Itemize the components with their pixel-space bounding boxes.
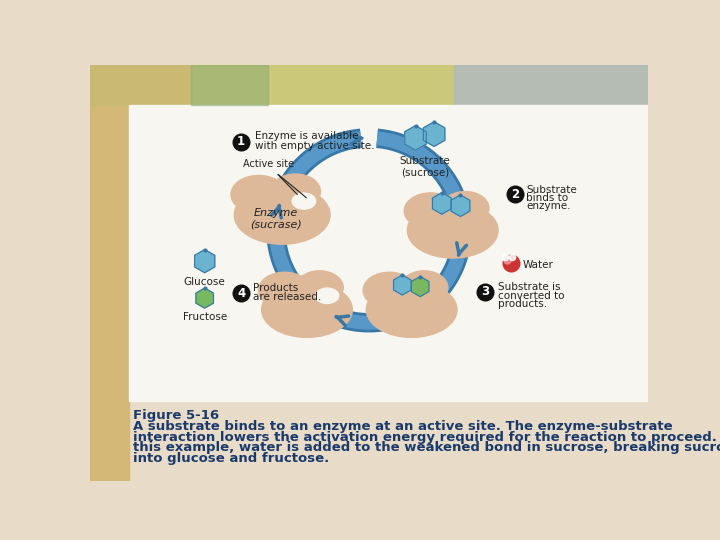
Ellipse shape	[400, 271, 448, 304]
Text: 3: 3	[481, 286, 490, 299]
Text: 4: 4	[237, 287, 246, 300]
Text: Fructose: Fructose	[183, 312, 227, 322]
Text: this example, water is added to the weakened bond in sucrose, breaking sucrose: this example, water is added to the weak…	[132, 441, 720, 454]
Polygon shape	[394, 275, 411, 295]
Bar	[90, 105, 129, 481]
Polygon shape	[405, 126, 426, 150]
Ellipse shape	[315, 288, 339, 303]
Ellipse shape	[404, 193, 456, 229]
Text: binds to: binds to	[526, 193, 569, 203]
Text: are released.: are released.	[253, 292, 321, 301]
Polygon shape	[433, 193, 451, 214]
Bar	[191, 65, 454, 105]
Ellipse shape	[258, 272, 311, 308]
Text: converted to: converted to	[498, 291, 564, 301]
Ellipse shape	[408, 202, 498, 258]
Bar	[90, 65, 648, 105]
Ellipse shape	[363, 272, 415, 308]
Ellipse shape	[234, 186, 330, 244]
Ellipse shape	[441, 192, 489, 225]
Bar	[90, 65, 191, 105]
Text: enzyme.: enzyme.	[526, 201, 571, 212]
Polygon shape	[196, 288, 213, 308]
Ellipse shape	[366, 282, 457, 338]
Bar	[129, 105, 648, 401]
Ellipse shape	[292, 193, 315, 209]
Text: Figure 5-16: Figure 5-16	[132, 409, 219, 422]
Text: Enzyme
(sucrase): Enzyme (sucrase)	[250, 208, 302, 230]
Text: Substrate: Substrate	[526, 185, 577, 194]
Text: 2: 2	[510, 188, 519, 201]
Polygon shape	[194, 249, 215, 273]
Text: 1: 1	[237, 136, 246, 148]
Text: Active site: Active site	[243, 159, 294, 168]
Ellipse shape	[271, 174, 320, 209]
Text: Glucose: Glucose	[184, 276, 225, 287]
Bar	[454, 65, 648, 105]
Text: with empty active site.: with empty active site.	[255, 141, 374, 151]
Text: into glucose and fructose.: into glucose and fructose.	[132, 452, 329, 465]
Text: interaction lowers the activation energy required for the reaction to proceed. I: interaction lowers the activation energy…	[132, 430, 720, 443]
Polygon shape	[451, 195, 470, 217]
Bar	[191, 65, 269, 105]
Text: Enzyme is available: Enzyme is available	[255, 131, 359, 141]
Polygon shape	[411, 276, 429, 296]
Text: products.: products.	[498, 299, 546, 309]
Text: A substrate binds to an enzyme at an active site. The enzyme-substrate: A substrate binds to an enzyme at an act…	[132, 420, 672, 433]
Ellipse shape	[296, 271, 343, 304]
Text: Substrate is: Substrate is	[498, 282, 560, 292]
Text: Products: Products	[253, 283, 298, 293]
Text: Water: Water	[523, 260, 554, 270]
Ellipse shape	[231, 176, 287, 213]
Text: Substrate
(sucrose): Substrate (sucrose)	[400, 156, 450, 177]
Ellipse shape	[261, 282, 352, 338]
Polygon shape	[423, 122, 445, 146]
